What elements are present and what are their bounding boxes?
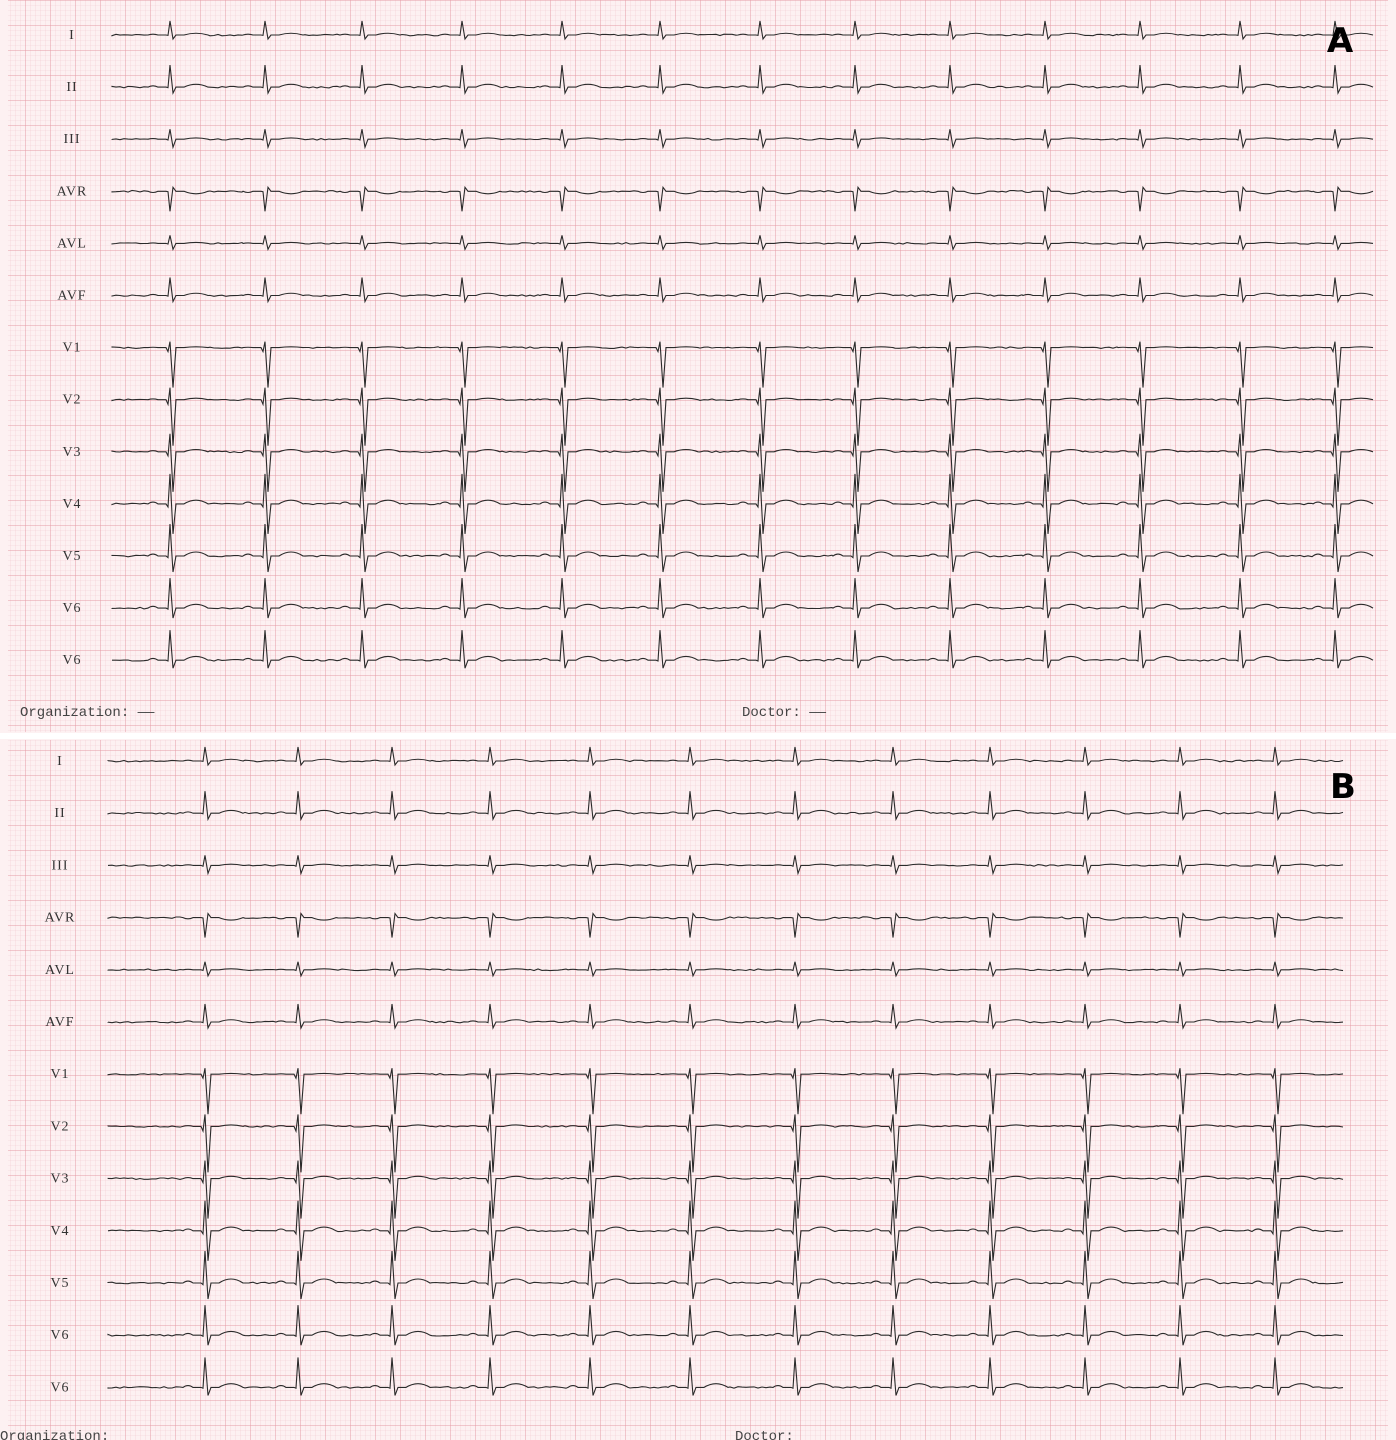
lead-label: II <box>66 80 77 95</box>
lead-label: V1 <box>62 341 81 356</box>
lead-label: III <box>52 858 69 873</box>
lead-label: V5 <box>62 549 81 564</box>
lead-label: III <box>64 132 81 147</box>
lead-label: V4 <box>50 1224 69 1239</box>
organization: Organization: —— <box>20 705 155 721</box>
lead-label: V6 <box>62 601 81 616</box>
lead-label: V6 <box>62 653 81 668</box>
lead-label: V3 <box>62 445 81 460</box>
lead-label: AVL <box>57 236 87 251</box>
lead-label: AVR <box>45 911 76 926</box>
lead-label: V6 <box>50 1380 69 1395</box>
lead-label: V5 <box>50 1276 69 1291</box>
doctor: Doctor: —— <box>742 705 827 721</box>
lead-label: AVL <box>45 963 75 978</box>
lead-label: V4 <box>62 497 81 512</box>
lead-label: V6 <box>50 1328 69 1343</box>
page: AIIIIIIAVRAVLAVFV1V2V3V4V5V6V6Organizati… <box>0 0 1396 1440</box>
doctor: Doctor: <box>735 1429 794 1440</box>
organization: Organization: <box>0 1429 109 1440</box>
lead-label: V1 <box>50 1067 69 1082</box>
lead-label: AVR <box>57 184 88 199</box>
lead-label: V3 <box>50 1172 69 1187</box>
lead-label: AVF <box>57 289 86 304</box>
lead-label: I <box>69 28 75 43</box>
grid-a <box>8 0 1388 732</box>
lead-label: II <box>54 806 65 821</box>
lead-label: AVF <box>45 1015 74 1030</box>
ecg-sheet: AIIIIIIAVRAVLAVFV1V2V3V4V5V6V6Organizati… <box>0 0 1396 1440</box>
lead-label: V2 <box>62 393 81 408</box>
lead-label: V2 <box>50 1119 69 1134</box>
panel-label: A <box>1327 21 1354 61</box>
lead-label: I <box>57 754 63 769</box>
panel-label: B <box>1330 767 1356 807</box>
